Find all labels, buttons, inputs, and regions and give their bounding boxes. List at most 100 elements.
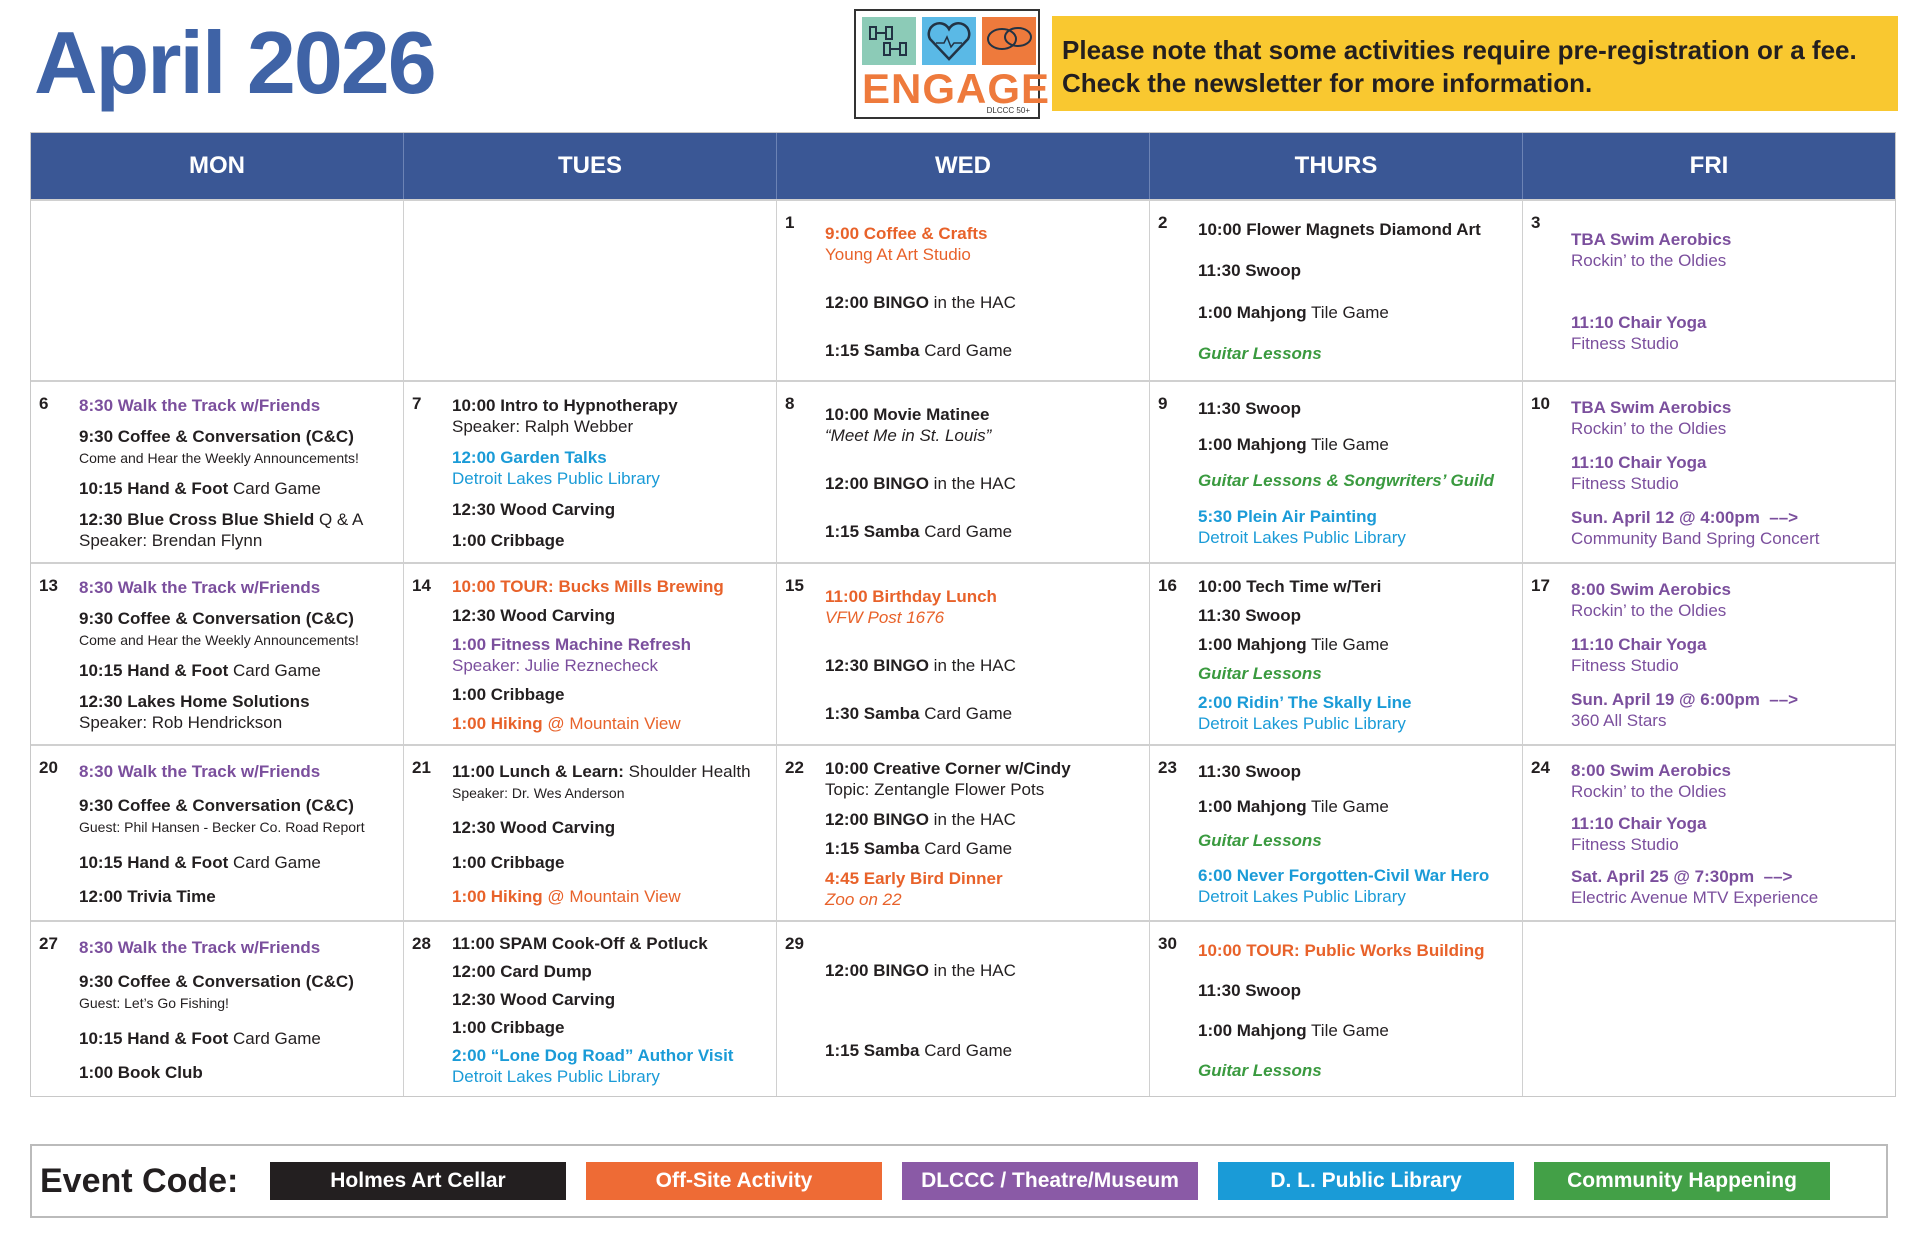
- day-number: 7: [412, 394, 422, 413]
- chat-bubbles-icon: [982, 17, 1036, 65]
- event: 11:10 Chair Yoga Fitness Studio: [1571, 452, 1889, 494]
- day-cell: 15 11:00 Birthday Lunch VFW Post 1676 12:30…: [777, 564, 1150, 744]
- event-line: Detroit Lakes Public Library: [1198, 886, 1516, 907]
- event-text: 12:00 BINGO: [825, 473, 929, 493]
- event: 12:00 Garden Talks Detroit Lakes Public L…: [452, 447, 770, 489]
- event: TBA Swim Aerobics Rockin’ to the Oldies: [1571, 229, 1889, 271]
- event-line: Sun. April 12 @ 4:00pm ––>: [1571, 507, 1889, 528]
- event-text: 10:00 Intro to Hypnotherapy: [452, 396, 678, 415]
- event: 1:00 Mahjong Tile Game: [1198, 796, 1516, 817]
- event: 9:30 Coffee & Conversation (C&C) Come and…: [79, 608, 397, 651]
- event: 12:00 Card Dump: [452, 961, 770, 982]
- event-text: 10:00 Creative Corner w/Cindy: [825, 759, 1071, 779]
- event: 1:00 Mahjong Tile Game: [1198, 302, 1516, 323]
- event: 10:00 Intro to Hypnotherapy Speaker: Ralp…: [452, 395, 770, 437]
- event-line: 12:30 Wood Carving: [452, 817, 770, 838]
- event: Guitar Lessons: [1198, 663, 1516, 684]
- event-text: 9:30 Coffee & Conversation (C&C): [79, 796, 354, 816]
- event-line: Guest: Let’s Go Fishing!: [79, 992, 397, 1014]
- event: 1:00 Fitness Machine Refresh Speaker: Jul…: [452, 634, 770, 676]
- event-text: 9:30 Coffee & Conversation (C&C): [79, 972, 354, 992]
- day-header-thurs: THURS: [1150, 133, 1523, 199]
- event: 1:30 Samba Card Game: [825, 703, 1143, 724]
- event: 1:00 Cribbage: [452, 852, 770, 873]
- event: Guitar Lessons: [1198, 1060, 1516, 1081]
- event-line: 1:00 Hiking @ Mountain View: [452, 713, 770, 734]
- event-text: 8:30 Walk the Track w/Friends: [79, 577, 321, 597]
- day-number: 1: [785, 213, 795, 232]
- event-line: 2:00 “Lone Dog Road” Author Visit: [452, 1045, 770, 1066]
- event-text: Guitar Lessons & Songwriters’ Guild: [1198, 471, 1494, 491]
- event: 12:30 Wood Carving: [452, 499, 770, 520]
- day-cell: 24 8:00 Swim Aerobics Rockin’ to the Oldie…: [1523, 746, 1895, 920]
- day-number: 30: [1158, 934, 1177, 953]
- event: Guitar Lessons & Songwriters’ Guild: [1198, 470, 1516, 491]
- day-number: 28: [412, 934, 431, 953]
- event-line: 10:00 Tech Time w/Teri: [1198, 576, 1516, 597]
- event-line: 4:45 Early Bird Dinner: [825, 868, 1143, 889]
- event: 8:30 Walk the Track w/Friends: [79, 577, 397, 598]
- day-number: 2: [1158, 213, 1168, 232]
- event-line: 12:30 Wood Carving: [452, 989, 770, 1010]
- event-line: 11:00 Lunch & Learn: Shoulder Health: [452, 761, 770, 782]
- event-line: Detroit Lakes Public Library: [452, 1066, 770, 1087]
- event: 2:00 “Lone Dog Road” Author Visit Detroit…: [452, 1045, 770, 1087]
- day-cell: 3 TBA Swim Aerobics Rockin’ to the Oldies 1…: [1523, 201, 1895, 380]
- event-line: 1:00 Mahjong Tile Game: [1198, 1020, 1516, 1041]
- event: 1:00 Hiking @ Mountain View: [452, 713, 770, 734]
- event-line: 10:00 Movie Matinee: [825, 404, 1143, 425]
- event-line: 5:30 Plein Air Painting: [1198, 506, 1516, 527]
- event-line: 10:00 Creative Corner w/Cindy: [825, 758, 1143, 779]
- day-cell: [31, 201, 404, 380]
- event-line: 6:00 Never Forgotten-Civil War Hero: [1198, 865, 1516, 886]
- event-text: 11:10 Chair Yoga: [1571, 312, 1707, 332]
- page-title: April 2026: [34, 13, 437, 112]
- event: 11:10 Chair Yoga Fitness Studio: [1571, 634, 1889, 676]
- event-text: @ Mountain View: [542, 714, 681, 733]
- day-cell: 7 10:00 Intro to Hypnotherapy Speaker: Ral…: [404, 382, 777, 562]
- event-text: 11:30 Swoop: [1198, 606, 1301, 625]
- event: 11:00 Birthday Lunch VFW Post 1676: [825, 586, 1143, 628]
- event-text: 1:15 Samba: [825, 340, 920, 360]
- event: 12:00 BINGO in the HAC: [825, 473, 1143, 494]
- event-line: 1:15 Samba Card Game: [825, 340, 1143, 361]
- event-text: 1:00 Mahjong: [1198, 796, 1307, 816]
- event-text: 1:15 Samba: [825, 522, 920, 542]
- legend-chip: D. L. Public Library: [1218, 1162, 1514, 1200]
- event-line: Detroit Lakes Public Library: [1198, 527, 1516, 548]
- week-row: 20 8:30 Walk the Track w/Friends 9:30 Coff…: [31, 744, 1895, 920]
- event-line: Speaker: Rob Hendrickson: [79, 712, 397, 733]
- event-line: 12:30 BINGO in the HAC: [825, 655, 1143, 676]
- event-text: “Meet Me in St. Louis”: [825, 425, 992, 445]
- event-text: Fitness Studio: [1571, 655, 1679, 675]
- event-line: “Meet Me in St. Louis”: [825, 425, 1143, 446]
- event-line: 10:00 Intro to Hypnotherapy: [452, 395, 770, 416]
- event-text: Fitness Studio: [1571, 333, 1679, 353]
- day-cell: 10 TBA Swim Aerobics Rockin’ to the Oldies…: [1523, 382, 1895, 562]
- event-line: TBA Swim Aerobics: [1571, 397, 1889, 418]
- event-text: 8:00 Swim Aerobics: [1571, 760, 1731, 780]
- event: 11:00 Lunch & Learn: Shoulder Health Spea…: [452, 761, 770, 804]
- event: 1:00 Cribbage: [452, 1017, 770, 1038]
- event-line: 1:00 Cribbage: [452, 1017, 770, 1038]
- event-line: 11:10 Chair Yoga: [1571, 634, 1889, 655]
- event-line: 11:30 Swoop: [1198, 605, 1516, 626]
- event-line: 1:00 Mahjong Tile Game: [1198, 634, 1516, 655]
- event-text: 12:00 Garden Talks: [452, 448, 607, 467]
- event-line: Come and Hear the Weekly Announcements!: [79, 629, 397, 651]
- event-text: 1:00 Mahjong: [1198, 302, 1307, 322]
- event-text: Card Game: [919, 839, 1013, 859]
- event: Sat. April 25 @ 7:30pm ––> Electric Avenu…: [1571, 866, 1889, 908]
- event-text: Fitness Studio: [1571, 834, 1679, 854]
- event-text: 4:45 Early Bird Dinner: [825, 868, 1003, 888]
- event-line: 8:30 Walk the Track w/Friends: [79, 761, 397, 782]
- event-text: Topic: Zentangle Flower Pots: [825, 780, 1045, 800]
- event-line: Fitness Studio: [1571, 473, 1889, 494]
- event-line: Rockin’ to the Oldies: [1571, 418, 1889, 439]
- event-text: Guitar Lessons: [1198, 831, 1322, 851]
- event-text: 12:30 Wood Carving: [452, 989, 616, 1009]
- event-text: 1:15 Samba: [825, 1040, 920, 1060]
- event-text: 1:15 Samba: [825, 839, 920, 859]
- day-number: 15: [785, 576, 804, 595]
- event-text: 360 All Stars: [1571, 711, 1667, 731]
